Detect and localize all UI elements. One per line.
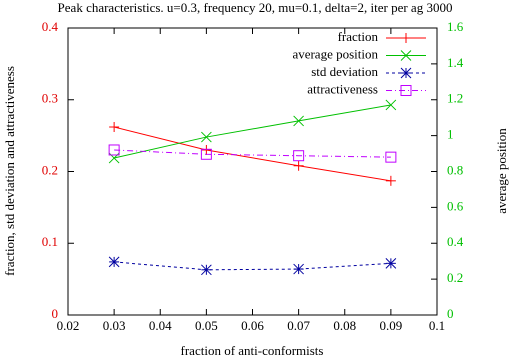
y-tick-label: 0 — [52, 306, 59, 321]
point — [108, 144, 120, 156]
x-axis-label: fraction of anti-conformists — [181, 343, 324, 358]
x-tick-label: 0.03 — [103, 318, 126, 333]
marker-stroke — [201, 264, 212, 276]
point — [293, 115, 304, 127]
x-tick-label: 0.05 — [195, 318, 218, 333]
marker-stroke — [400, 67, 412, 79]
y2-tick-label: 1.2 — [447, 91, 463, 106]
marker-stroke — [293, 115, 304, 127]
point — [385, 99, 397, 111]
point — [385, 151, 397, 163]
y2-axis-label: average position — [494, 128, 509, 214]
y2-tick-label: 0.4 — [447, 234, 464, 249]
series-line — [114, 149, 391, 158]
legend-label: average position — [292, 46, 378, 61]
point — [400, 85, 412, 96]
point — [293, 263, 304, 275]
y2-tick-label: 0.2 — [447, 270, 463, 285]
marker-box — [385, 151, 397, 163]
y2-tick-label: 1 — [447, 127, 454, 142]
point — [385, 175, 396, 186]
point — [385, 257, 397, 269]
legend-label: std deviation — [311, 64, 378, 79]
marker-box — [293, 150, 305, 162]
x-tick-label: 0.04 — [149, 318, 172, 333]
x-tick-label: 0.08 — [333, 318, 356, 333]
y2-tick-label: 1.4 — [447, 55, 464, 70]
x-tick-label: 0.06 — [241, 318, 264, 333]
legend-label: fraction — [338, 29, 379, 44]
y-tick-label: 0.3 — [42, 91, 58, 106]
point — [201, 131, 212, 143]
x-tick-label: 0.09 — [380, 318, 403, 333]
point — [293, 160, 304, 171]
point — [293, 150, 305, 162]
chart-title: Peak characteristics. u=0.3, frequency 2… — [58, 0, 453, 15]
x-tick-label: 0.02 — [57, 318, 80, 333]
series-line — [114, 126, 391, 182]
point — [201, 264, 212, 276]
marker-stroke — [385, 257, 397, 269]
y-tick-label: 0.1 — [42, 234, 58, 249]
y2-tick-label: 1.6 — [447, 19, 464, 34]
y-axis-label: fraction, std deviation and attractivene… — [2, 66, 17, 276]
point — [400, 67, 412, 79]
x-tick-label: 0.07 — [287, 318, 310, 333]
point — [401, 33, 411, 43]
y2-tick-label: 0 — [447, 306, 454, 321]
y2-tick-label: 0.6 — [447, 198, 464, 213]
marker-box — [400, 85, 412, 96]
point — [108, 256, 120, 268]
legend-label: attractiveness — [307, 81, 378, 96]
plot-frame — [67, 27, 438, 316]
marker-stroke — [400, 50, 412, 61]
marker-stroke — [201, 131, 212, 143]
point — [200, 148, 212, 160]
x-tick-label: 0.1 — [429, 318, 445, 333]
y-tick-label: 0.4 — [42, 19, 59, 34]
y2-tick-label: 0.8 — [447, 162, 463, 177]
point — [201, 144, 212, 155]
marker-stroke — [108, 256, 120, 268]
y-tick-label: 0.2 — [42, 162, 58, 177]
marker-stroke — [385, 99, 397, 111]
series-line — [114, 261, 391, 271]
series-line — [114, 104, 391, 159]
point — [109, 122, 120, 133]
marker-box — [200, 148, 212, 160]
marker-stroke — [293, 263, 304, 275]
marker-box — [108, 144, 120, 156]
point — [400, 50, 412, 61]
